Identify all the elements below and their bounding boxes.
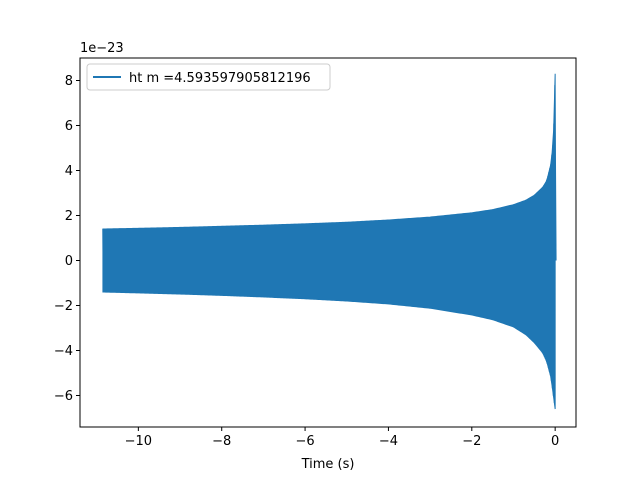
y-tick-label: −6 [54, 389, 73, 404]
x-axis-label: Time (s) [301, 457, 355, 472]
x-tick-label: −6 [295, 434, 314, 449]
y-tick-label: 4 [65, 164, 73, 179]
legend: ht m =4.593597905812196 [86, 63, 331, 91]
x-tick-label: −8 [212, 434, 231, 449]
axes-frame [79, 57, 577, 428]
series-line-0 [102, 85, 557, 404]
axes: −10 −8 −6 −4 −2 0 −6 −4 −2 0 2 4 6 8 [54, 57, 577, 449]
x-tick-label: −10 [125, 434, 152, 449]
y-tick-label: 6 [65, 119, 73, 134]
x-tick-label: 0 [551, 434, 559, 449]
y-tick-label: 2 [65, 209, 73, 224]
plot-area [102, 73, 557, 410]
y-tick-label: −4 [54, 344, 73, 359]
legend-entry-ht: ht m =4.593597905812196 [129, 71, 311, 86]
y-tick-label: 0 [65, 254, 73, 269]
legend-box [86, 63, 331, 91]
y-tick-label: −2 [54, 299, 73, 314]
y-offset-label: 1e−23 [80, 41, 124, 56]
y-tick-label: 8 [65, 74, 73, 89]
x-tick-label: −2 [462, 434, 481, 449]
x-tick-label: −4 [379, 434, 398, 449]
